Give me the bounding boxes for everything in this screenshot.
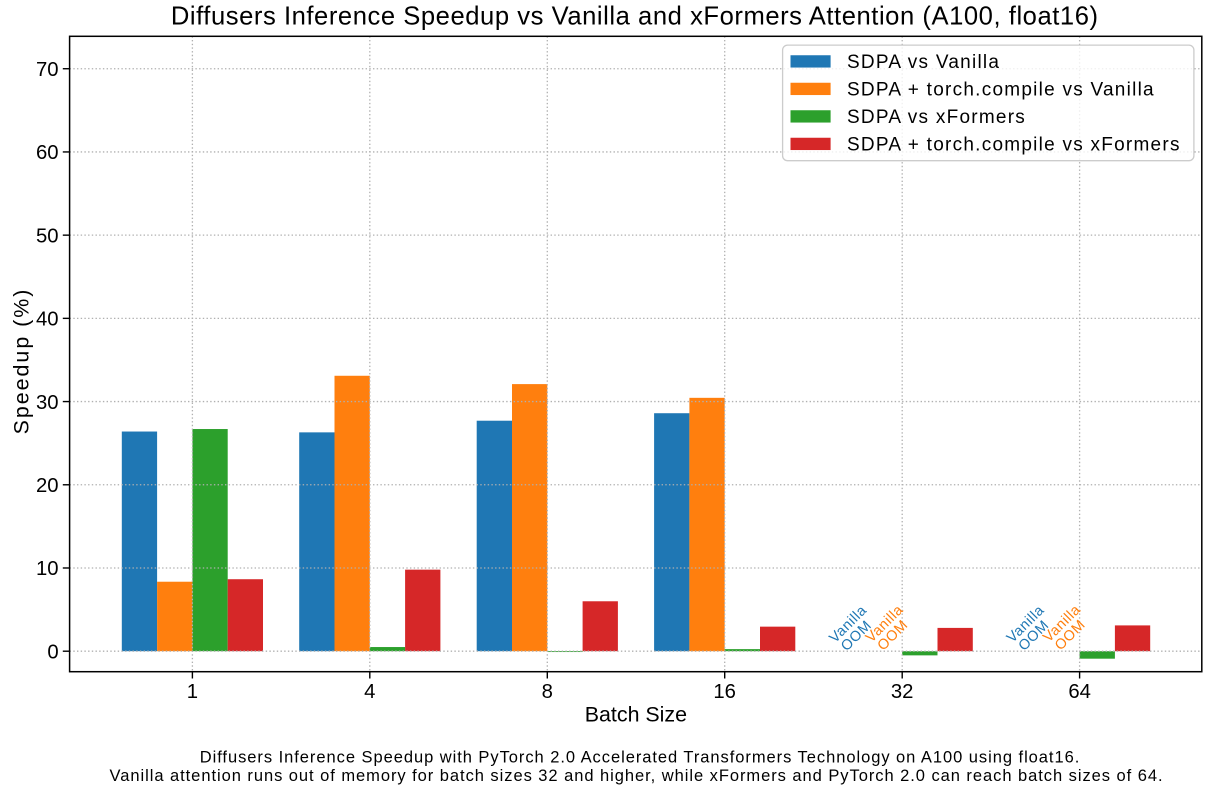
svg-text:64: 64 — [1068, 681, 1091, 703]
svg-text:16: 16 — [713, 681, 736, 703]
svg-text:Speedup (%): Speedup (%) — [10, 288, 34, 435]
svg-text:4: 4 — [364, 681, 375, 703]
svg-text:70: 70 — [36, 59, 59, 81]
svg-text:10: 10 — [36, 558, 59, 580]
svg-text:1: 1 — [187, 681, 198, 703]
svg-text:50: 50 — [36, 225, 59, 247]
svg-text:Diffusers Inference Speedup vs: Diffusers Inference Speedup vs Vanilla a… — [171, 3, 1099, 31]
svg-text:20: 20 — [36, 475, 59, 497]
svg-text:SDPA + torch.compile vs Vanill: SDPA + torch.compile vs Vanilla — [847, 80, 1155, 101]
svg-text:SDPA + torch.compile vs xForme: SDPA + torch.compile vs xFormers — [847, 135, 1181, 156]
svg-text:Batch Size: Batch Size — [585, 703, 687, 727]
svg-text:40: 40 — [36, 309, 59, 331]
svg-text:8: 8 — [542, 681, 553, 703]
svg-text:SDPA vs xFormers: SDPA vs xFormers — [847, 107, 1026, 128]
svg-text:0: 0 — [47, 641, 58, 663]
svg-text:32: 32 — [891, 681, 914, 703]
svg-text:30: 30 — [36, 392, 59, 414]
svg-text:60: 60 — [36, 142, 59, 164]
svg-text:Vanilla attention runs out of: Vanilla attention runs out of memory for… — [110, 767, 1164, 785]
svg-text:SDPA vs Vanilla: SDPA vs Vanilla — [847, 52, 1000, 73]
svg-text:Diffusers Inference Speedup wi: Diffusers Inference Speedup with PyTorch… — [200, 748, 1081, 766]
